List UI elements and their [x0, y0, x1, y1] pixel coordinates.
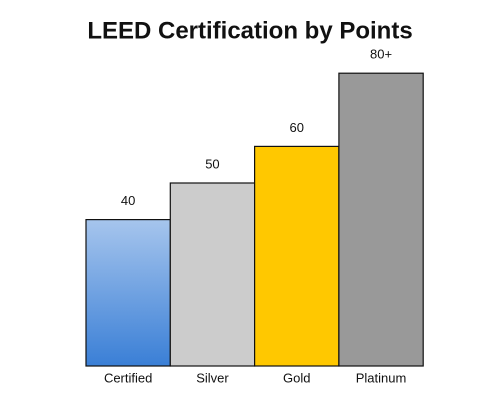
chart-title: LEED Certification by Points [87, 17, 412, 44]
bar [338, 72, 424, 367]
bar [85, 219, 171, 367]
x-tick-label: Gold [283, 370, 310, 385]
x-tick-label: Platinum [356, 370, 407, 385]
value-label: 60 [290, 120, 304, 135]
x-tick-label: Silver [196, 370, 229, 385]
x-tick-label: Certified [104, 370, 152, 385]
value-label: 80+ [370, 47, 392, 62]
bar [169, 182, 256, 367]
value-label: 40 [121, 193, 135, 208]
value-label: 50 [205, 156, 219, 171]
bar [254, 145, 340, 367]
